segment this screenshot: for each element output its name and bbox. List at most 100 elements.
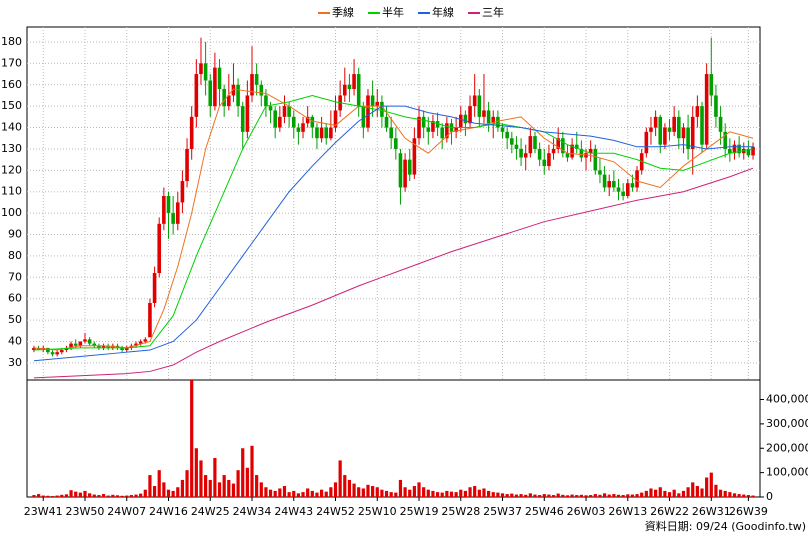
volume-bar	[152, 486, 157, 497]
volume-bar	[422, 487, 426, 497]
y-tick-label: 100	[1, 206, 22, 219]
x-tick-label: 26W31	[692, 505, 731, 518]
x-tick-label: 25W19	[400, 505, 439, 518]
candle-body	[83, 339, 87, 342]
y-tick-label: 180	[1, 35, 22, 48]
candle-body	[718, 116, 723, 132]
candle-body	[185, 148, 189, 182]
candle-body	[588, 148, 593, 154]
candle-body	[264, 95, 268, 107]
candle-body	[394, 138, 398, 149]
volume-bar	[315, 492, 319, 497]
candle-body	[380, 101, 384, 117]
candle-body	[366, 95, 370, 128]
volume-bar	[626, 494, 630, 497]
volume-bar	[500, 493, 505, 497]
candle-body	[700, 106, 704, 145]
candle-body	[482, 110, 486, 117]
candle-body	[458, 114, 463, 128]
candle-body	[463, 114, 468, 124]
candle-body	[500, 127, 505, 132]
volume-bar	[115, 495, 120, 497]
volume-bar	[514, 494, 519, 497]
candle-body	[175, 202, 180, 224]
volume-bar	[440, 492, 444, 497]
volume-bar	[732, 493, 737, 497]
y-tick-label: 60	[8, 292, 22, 305]
candle-body	[231, 84, 236, 96]
frame	[26, 26, 761, 498]
candle-body	[162, 196, 166, 224]
candle-body	[681, 127, 686, 139]
volume-bar	[208, 479, 212, 497]
volume-bar	[616, 494, 621, 497]
x-tick-label: 25W37	[483, 505, 522, 518]
candle-body	[352, 74, 356, 90]
y-tick-label: 110	[1, 185, 22, 198]
candle-body	[514, 144, 519, 149]
volume-bar	[55, 495, 59, 497]
volume-bar	[222, 475, 226, 497]
candle-body	[208, 80, 213, 107]
candle-body	[732, 144, 737, 154]
candle-body	[310, 116, 315, 128]
volume-bar	[78, 492, 82, 497]
candle-body	[625, 183, 630, 197]
y-tick-label: 200,000	[766, 441, 808, 454]
candle-body	[417, 116, 421, 139]
volume-bar	[88, 493, 92, 497]
candle-body	[607, 181, 612, 188]
candle-body	[157, 223, 162, 274]
candle-body	[672, 116, 676, 132]
volume-bar	[691, 482, 695, 497]
volume-bar	[435, 492, 440, 497]
volume-bar	[602, 493, 607, 497]
candle-body	[124, 347, 129, 351]
volume-bar	[287, 492, 291, 497]
volume-bar	[649, 488, 653, 497]
volume-bar	[301, 492, 305, 497]
candle-body	[537, 148, 542, 160]
volume-bar	[454, 492, 458, 497]
volume-bar	[139, 493, 143, 497]
volume-bar	[431, 490, 435, 497]
candle-body	[78, 341, 83, 346]
volume-bar	[217, 482, 222, 497]
volume-bar	[41, 495, 45, 497]
candle-body	[268, 106, 273, 111]
volume-bar	[635, 494, 639, 497]
volume-bar	[389, 492, 393, 497]
y-tick-label: 160	[1, 78, 22, 91]
volume-bar	[111, 494, 115, 497]
volume-bar	[695, 486, 699, 497]
candle-body	[704, 74, 709, 145]
candle-body	[92, 343, 97, 346]
candle-body	[199, 63, 203, 75]
y-tick-label: 100,000	[766, 466, 808, 479]
volume-bar	[366, 484, 370, 497]
candle-body	[273, 110, 277, 128]
x-tick-label: 24W07	[107, 505, 146, 518]
candle-body	[486, 110, 491, 124]
y-tick-label: 150	[1, 99, 22, 112]
volume-bar	[565, 495, 570, 497]
volume-bar	[310, 490, 314, 497]
volume-bar	[176, 487, 180, 497]
volume-bar	[143, 489, 147, 497]
candle-body	[561, 138, 565, 154]
volume-bar	[352, 483, 356, 497]
x-tick-label: 25W10	[358, 505, 397, 518]
volume-bar	[510, 493, 514, 497]
candle-body	[565, 153, 570, 158]
volume-bar	[32, 495, 36, 497]
candle-body	[602, 174, 607, 188]
candle-body	[356, 74, 361, 107]
candle-body	[686, 127, 690, 149]
candle-body	[106, 345, 110, 348]
candle-body	[468, 106, 472, 124]
volume-bar	[524, 494, 528, 497]
volume-bar	[190, 380, 194, 497]
volume-bar	[681, 490, 686, 497]
candle-body	[50, 352, 55, 355]
volume-bar	[273, 490, 277, 497]
